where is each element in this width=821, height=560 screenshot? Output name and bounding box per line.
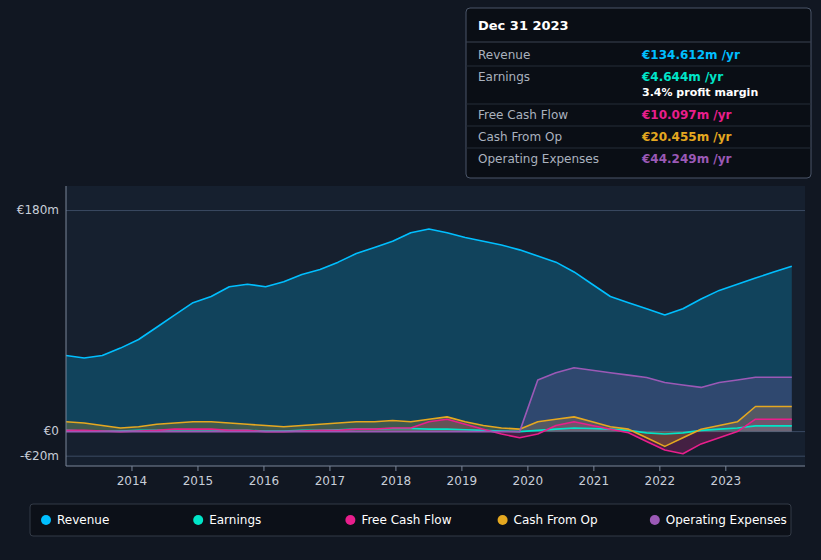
- area-fill: [66, 229, 792, 432]
- x-tick-label: 2019: [447, 474, 478, 488]
- info-row-separator: [466, 126, 811, 127]
- info-box: [466, 8, 811, 178]
- info-row-separator: [466, 104, 811, 105]
- series-line: [66, 419, 792, 454]
- info-label: Earnings: [478, 70, 530, 84]
- plot-area: [66, 186, 805, 466]
- info-row-separator: [466, 66, 811, 67]
- info-separator: [466, 42, 811, 43]
- x-tick-label: 2017: [315, 474, 346, 488]
- info-title: Dec 31 2023: [478, 18, 569, 33]
- y-axis-line: [66, 186, 67, 466]
- legend-label: Revenue: [57, 513, 109, 527]
- series-line: [66, 406, 792, 446]
- x-tick-label: 2022: [645, 474, 676, 488]
- x-tick-label: 2015: [183, 474, 214, 488]
- info-value: €134.612m /yr: [641, 48, 740, 62]
- info-value: €4.644m /yr: [641, 70, 723, 84]
- x-tick-label: 2020: [513, 474, 544, 488]
- y-tick-label: €180m: [17, 203, 59, 217]
- y-tick-label: €0: [44, 424, 59, 438]
- x-tick: [197, 466, 198, 471]
- info-label: Operating Expenses: [478, 152, 599, 166]
- info-label: Cash From Op: [478, 130, 562, 144]
- x-tick: [527, 466, 528, 471]
- info-value: €20.455m /yr: [641, 130, 732, 144]
- info-value: €44.249m /yr: [641, 152, 732, 166]
- background: [0, 0, 821, 560]
- legend-swatch: [498, 515, 508, 525]
- x-tick: [461, 466, 462, 471]
- x-tick: [725, 466, 726, 471]
- x-tick: [593, 466, 594, 471]
- data-group: [66, 229, 792, 454]
- x-tick-label: 2014: [117, 474, 148, 488]
- legend-swatch: [650, 515, 660, 525]
- info-label: Free Cash Flow: [478, 108, 568, 122]
- series-line: [66, 229, 792, 358]
- legend-swatch: [193, 515, 203, 525]
- grid-line: [66, 210, 805, 211]
- x-tick-label: 2016: [249, 474, 280, 488]
- legend-label: Operating Expenses: [666, 513, 787, 527]
- info-row-separator: [466, 148, 811, 149]
- x-tick: [131, 466, 132, 471]
- series-line: [66, 426, 792, 434]
- legend-label: Free Cash Flow: [361, 513, 451, 527]
- grid-line: [66, 456, 805, 457]
- legend-label: Cash From Op: [514, 513, 598, 527]
- x-tick-label: 2021: [579, 474, 610, 488]
- x-tick: [659, 466, 660, 471]
- y-tick-label: -€20m: [20, 449, 59, 463]
- legend-swatch: [41, 515, 51, 525]
- info-value: €10.097m /yr: [641, 108, 732, 122]
- x-tick: [395, 466, 396, 471]
- series-line: [66, 368, 792, 432]
- chart: -€20m €0 €180m 2014 2015 2016 2017 2018 2019 2020…: [0, 0, 821, 560]
- legend-label: Earnings: [209, 513, 261, 527]
- info-extra: 3.4% profit margin: [642, 86, 758, 99]
- x-tick-label: 2023: [711, 474, 742, 488]
- x-axis-line: [66, 466, 805, 467]
- x-tick: [263, 466, 264, 471]
- legend: [30, 504, 791, 536]
- x-tick: [329, 466, 330, 471]
- info-label: Revenue: [478, 48, 530, 62]
- x-tick-label: 2018: [381, 474, 412, 488]
- legend-swatch: [345, 515, 355, 525]
